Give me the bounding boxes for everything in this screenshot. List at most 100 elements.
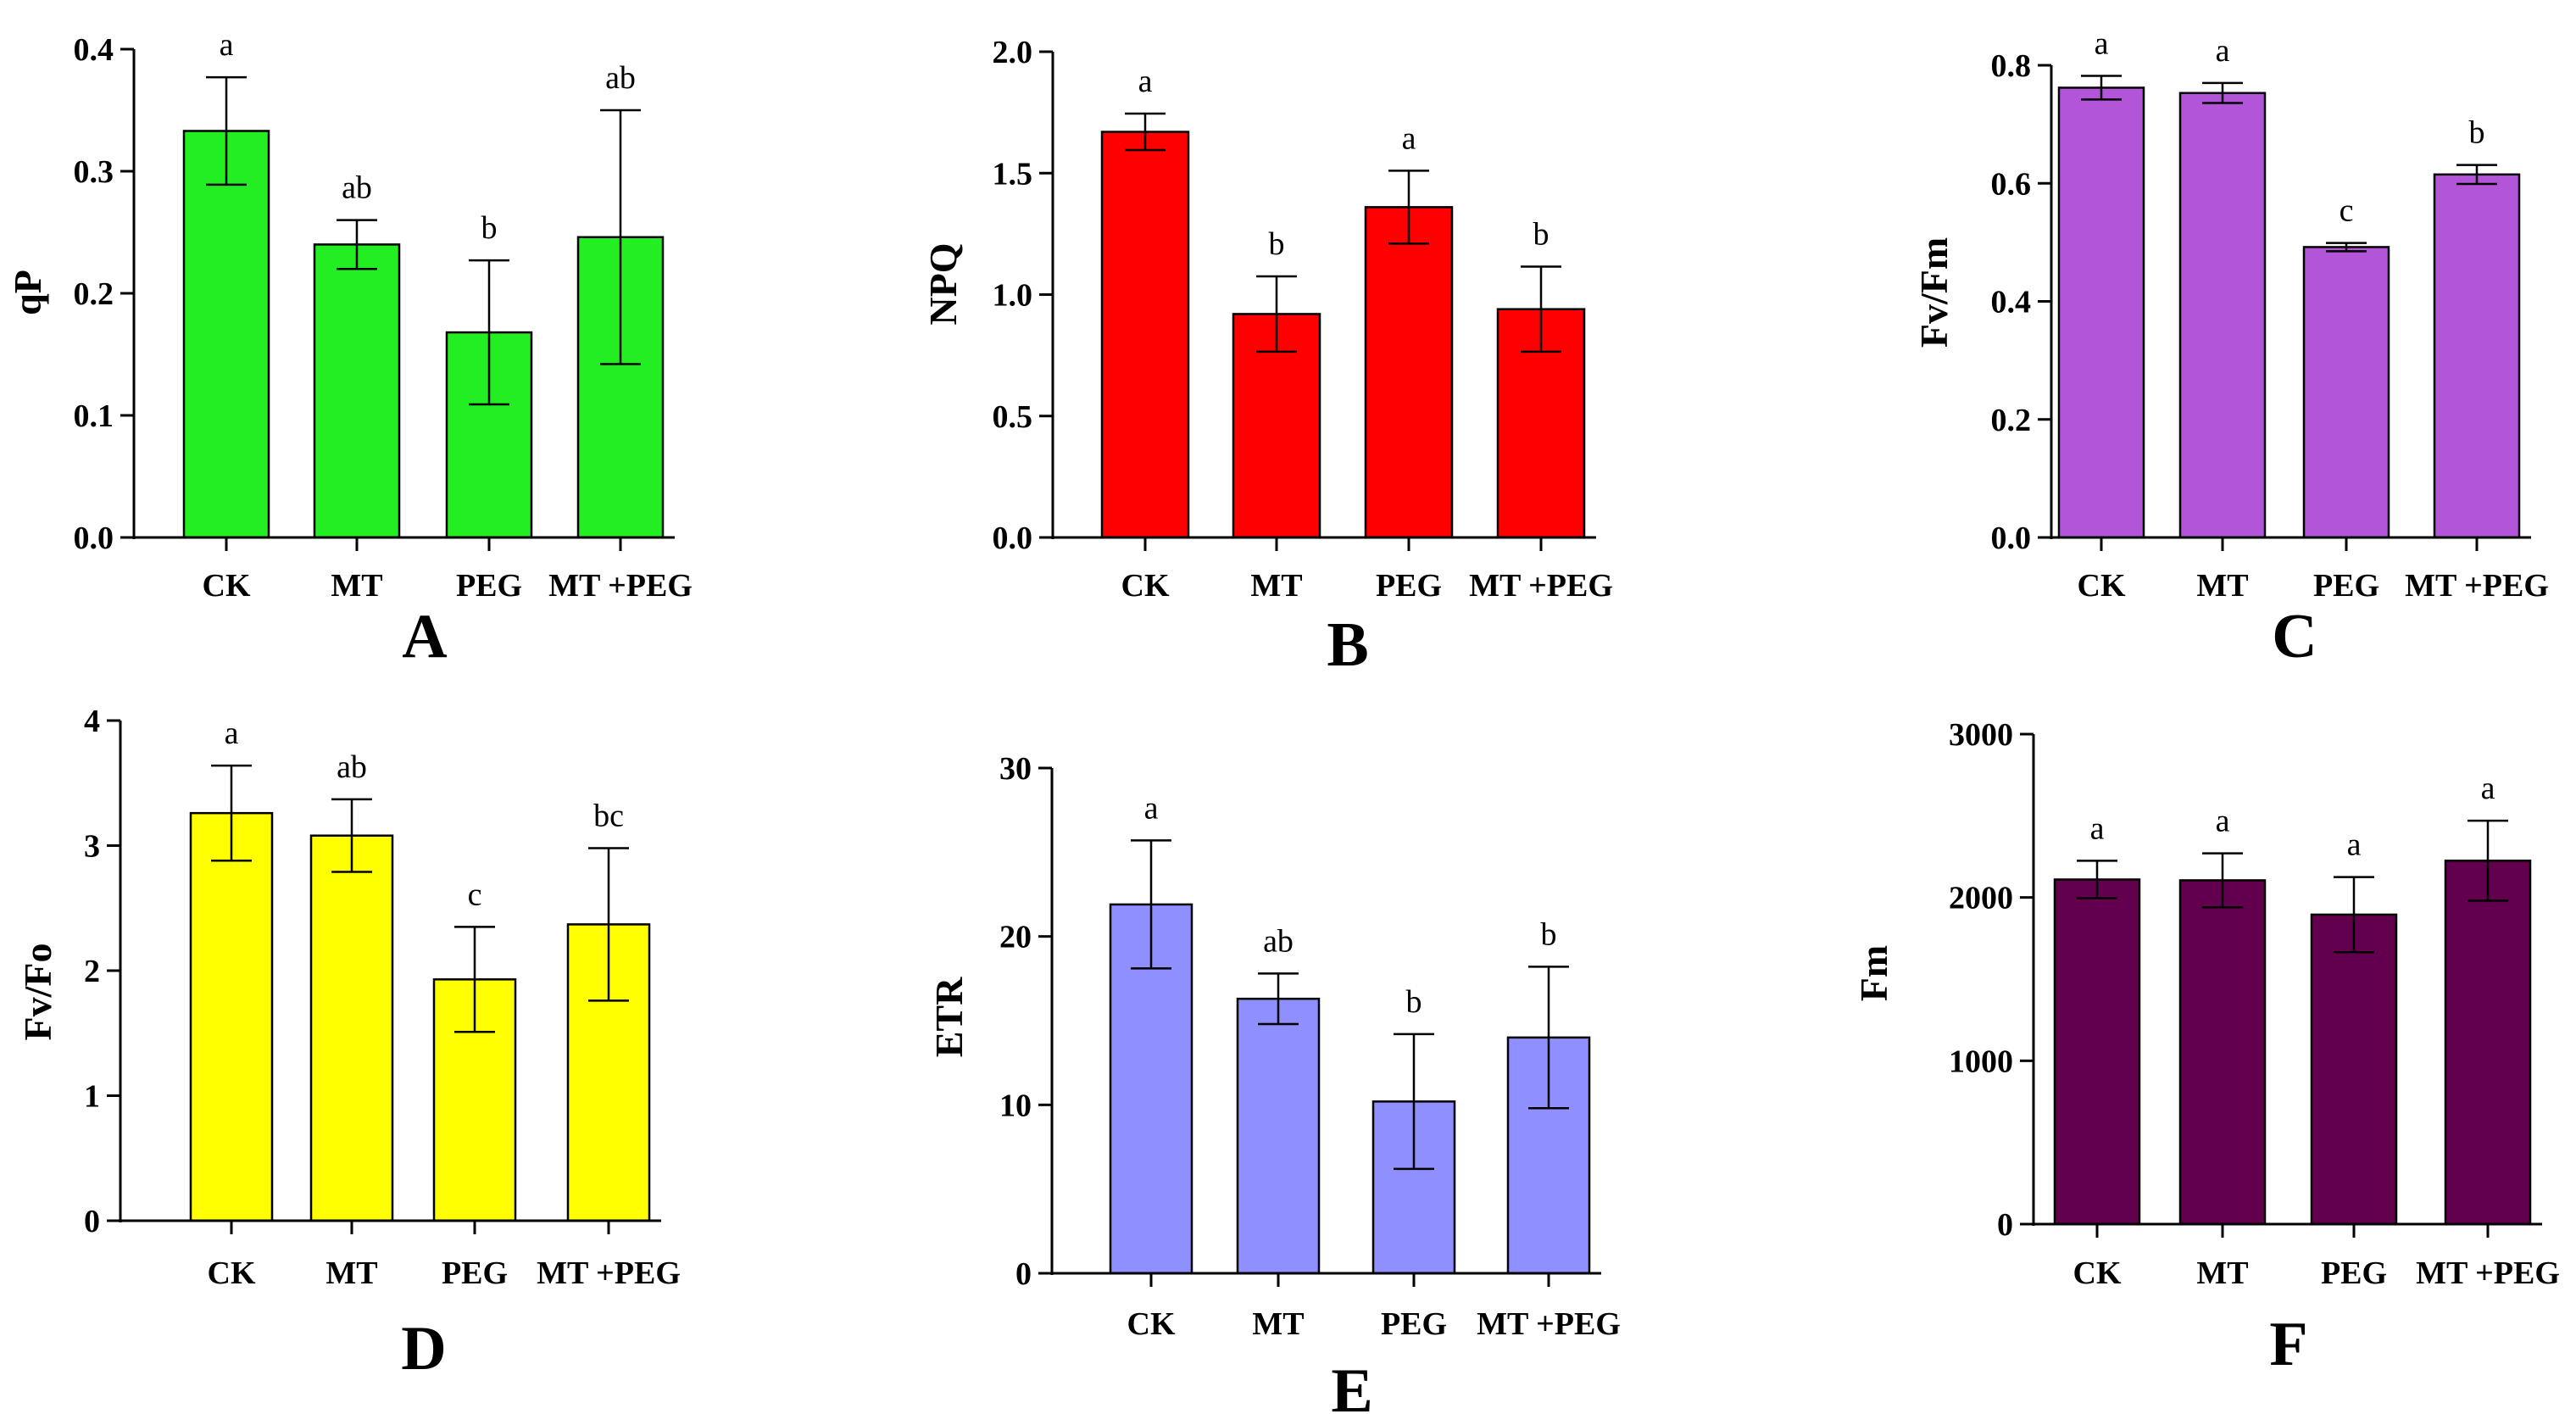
panel-d-category-label-4: MT +PEG xyxy=(537,1255,681,1291)
panel-a-error-bar-3 xyxy=(469,259,509,406)
panel-b-sig-letter-4: b xyxy=(1533,217,1549,253)
panel-f-bar-1 xyxy=(2053,878,2141,1226)
panel-a-y-tick-label-2: 0.1 xyxy=(74,398,114,434)
panel-e-category-label-2: MT xyxy=(1252,1306,1304,1342)
panel-f-category-label-4: MT +PEG xyxy=(2416,1255,2560,1291)
panel-a-y-tick-label-4: 0.3 xyxy=(74,154,114,190)
panel-e-sig-letter-4: b xyxy=(1541,916,1557,952)
panel-b-category-label-2: MT xyxy=(1250,568,1302,604)
panel-d-sig-letter-2: ab xyxy=(337,749,367,785)
panel-e-error-bar-4 xyxy=(1528,966,1569,1110)
panel-b-error-bar-3 xyxy=(1388,170,1429,245)
panel-a-error-bar-2 xyxy=(337,219,377,270)
panel-d-error-bar-4 xyxy=(588,847,629,1002)
panel-b-y-tick-label-2: 0.5 xyxy=(993,399,1033,435)
panel-d-sig-letter-3: c xyxy=(468,877,482,912)
panel-f-y-axis-title: Fm xyxy=(1852,945,1895,1001)
panel-b-bar-3 xyxy=(1364,206,1454,539)
panel-c-category-label-3: PEG xyxy=(2313,568,2379,604)
panel-d-category-label-2: MT xyxy=(325,1255,377,1291)
panel-a-y-tick-label-1: 0.0 xyxy=(74,521,114,556)
panel-a-category-label-4: MT +PEG xyxy=(548,568,693,604)
panel-d-label: D xyxy=(401,1314,446,1383)
panel-b-category-label-4: MT +PEG xyxy=(1469,568,1613,604)
panel-e-category-label-1: CK xyxy=(1127,1306,1176,1342)
panel-e-error-bar-3 xyxy=(1394,1033,1434,1171)
panel-b-y-tick-label-4: 1.5 xyxy=(993,156,1033,192)
panel-a-y-tick-label-3: 0.2 xyxy=(74,276,114,312)
panel-a-label: A xyxy=(402,602,447,671)
panel-d-bar-2 xyxy=(309,834,394,1222)
panel-a-sig-letter-3: b xyxy=(481,210,498,246)
panel-b-sig-letter-2: b xyxy=(1269,226,1285,262)
panel-c-category-label-1: CK xyxy=(2078,568,2126,604)
panel-f-error-bar-3 xyxy=(2334,876,2374,954)
panel-b-y-axis-title: NPQ xyxy=(921,242,965,325)
panel-c-sig-letter-2: a xyxy=(2216,33,2230,69)
panel-f-label: F xyxy=(2269,1310,2307,1379)
panel-b-label: B xyxy=(1327,610,1368,680)
panel-a-bar-2 xyxy=(313,243,401,539)
panel-f-sig-letter-1: a xyxy=(2090,810,2105,846)
panel-e-error-bar-1 xyxy=(1131,839,1171,970)
panel-e-bar-2 xyxy=(1236,997,1321,1275)
panel-e-category-label-4: MT +PEG xyxy=(1477,1306,1621,1342)
panel-f-y-tick-label-2: 1000 xyxy=(1949,1044,2013,1079)
panel-c-sig-letter-4: b xyxy=(2469,115,2485,151)
panel-f-error-bar-1 xyxy=(2077,860,2117,899)
panel-e-sig-letter-2: ab xyxy=(1263,923,1294,959)
panel-d-y-tick-label-2: 1 xyxy=(84,1079,100,1115)
panel-c-error-bar-2 xyxy=(2202,81,2243,104)
panel-e-category-label-3: PEG xyxy=(1381,1306,1447,1342)
panel-f-error-bar-4 xyxy=(2468,819,2508,902)
panel-f-bar-4 xyxy=(2444,860,2532,1226)
panel-f-error-bar-2 xyxy=(2202,852,2243,909)
panel-e-y-tick-label-2: 10 xyxy=(999,1088,1032,1123)
panel-c-sig-letter-1: a xyxy=(2095,26,2109,62)
panel-d-sig-letter-1: a xyxy=(225,715,239,751)
panel-d-category-label-3: PEG xyxy=(442,1255,508,1291)
panel-f-category-label-3: PEG xyxy=(2321,1255,2387,1291)
panel-b-error-bar-2 xyxy=(1256,275,1297,354)
panel-d-y-tick-label-3: 2 xyxy=(84,954,100,989)
panel-a-error-bar-1 xyxy=(206,75,247,186)
panel-c-sig-letter-3: c xyxy=(2340,193,2354,229)
panel-f-bar-2 xyxy=(2178,879,2267,1226)
panel-a-y-axis-title: qP xyxy=(6,270,49,315)
panel-b-sig-letter-1: a xyxy=(1138,64,1153,99)
panel-d-error-bar-3 xyxy=(454,926,495,1033)
panel-a-error-bar-4 xyxy=(600,109,641,365)
panel-b-y-tick-label-3: 1.0 xyxy=(993,278,1033,314)
panel-c-category-label-2: MT xyxy=(2196,568,2248,604)
panel-f-category-label-2: MT xyxy=(2196,1255,2248,1291)
panel-c-bar-4 xyxy=(2433,173,2521,539)
panel-d-bar-1 xyxy=(189,811,274,1222)
panel-b-error-bar-1 xyxy=(1125,112,1166,152)
panel-a-y-tick-label-5: 0.4 xyxy=(74,32,114,68)
panel-b-bar-1 xyxy=(1100,131,1190,539)
panel-b-error-bar-4 xyxy=(1521,265,1561,354)
panel-c-bar-3 xyxy=(2302,246,2390,539)
panel-c-error-bar-4 xyxy=(2456,164,2497,186)
panel-e-sig-letter-1: a xyxy=(1144,790,1159,826)
panel-f-category-label-1: CK xyxy=(2073,1255,2122,1291)
panel-c-bar-1 xyxy=(2057,86,2145,539)
panel-f-sig-letter-4: a xyxy=(2481,771,2495,806)
panel-c-category-label-4: MT +PEG xyxy=(2405,568,2549,604)
panel-a-bar-1 xyxy=(182,130,270,539)
panel-e-error-bar-2 xyxy=(1258,972,1299,1026)
panel-c-y-tick-label-3: 0.4 xyxy=(1991,285,2032,320)
panel-e-label: E xyxy=(1331,1356,1372,1414)
panel-a-sig-letter-2: ab xyxy=(342,170,372,206)
panel-f-y-tick-label-4: 3000 xyxy=(1949,717,2013,753)
panel-d-error-bar-2 xyxy=(331,798,372,873)
panel-b-category-label-1: CK xyxy=(1121,568,1170,604)
panel-f-y-tick-label-3: 2000 xyxy=(1949,881,2013,916)
panel-e-y-tick-label-1: 0 xyxy=(1015,1256,1032,1292)
panel-b-category-label-3: PEG xyxy=(1376,568,1442,604)
panel-c-y-tick-label-1: 0.0 xyxy=(1991,521,2032,556)
panel-a-sig-letter-4: ab xyxy=(605,60,636,96)
panel-c-y-axis-title: Fv/Fm xyxy=(1912,237,1956,348)
panel-b-sig-letter-3: a xyxy=(1402,120,1416,156)
